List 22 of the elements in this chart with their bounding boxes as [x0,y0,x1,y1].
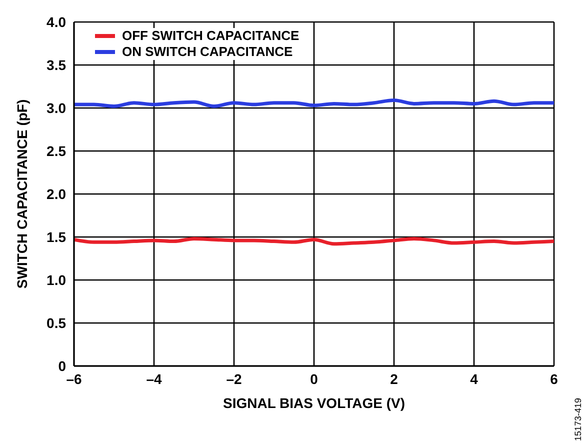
x-tick-label: –4 [146,370,162,387]
y-axis-title: SWITCH CAPACITANCE (pF) [14,99,30,289]
y-tick-label: 0.5 [46,314,66,331]
text: 15173-419 [573,398,583,442]
y-tick-label: 3.5 [46,56,66,73]
y-tick-label: 2.0 [46,186,66,202]
x-axis-title: SIGNAL BIAS VOLTAGE (V) [222,395,406,411]
y-tick-label: 3.0 [46,100,66,116]
y-tick-label: 4.0 [46,14,66,30]
x-tick-label: 2 [390,370,398,387]
x-tick-label: 6 [550,370,558,387]
y-tick-label: 0 [58,358,66,374]
y-tick-label: 1.5 [46,228,66,245]
y-tick-label: 1.0 [46,272,66,288]
x-tick-label: 4 [470,370,478,387]
x-tick-label: 0 [310,370,318,387]
x-tick-label: –6 [66,370,82,387]
legend-label: OFF SWITCH CAPACITANCE [122,28,300,44]
x-tick-label: –2 [226,370,242,387]
legend-label: ON SWITCH CAPACITANCE [122,44,293,60]
y-tick-label: 2.5 [46,142,66,159]
line-series [74,98,554,108]
